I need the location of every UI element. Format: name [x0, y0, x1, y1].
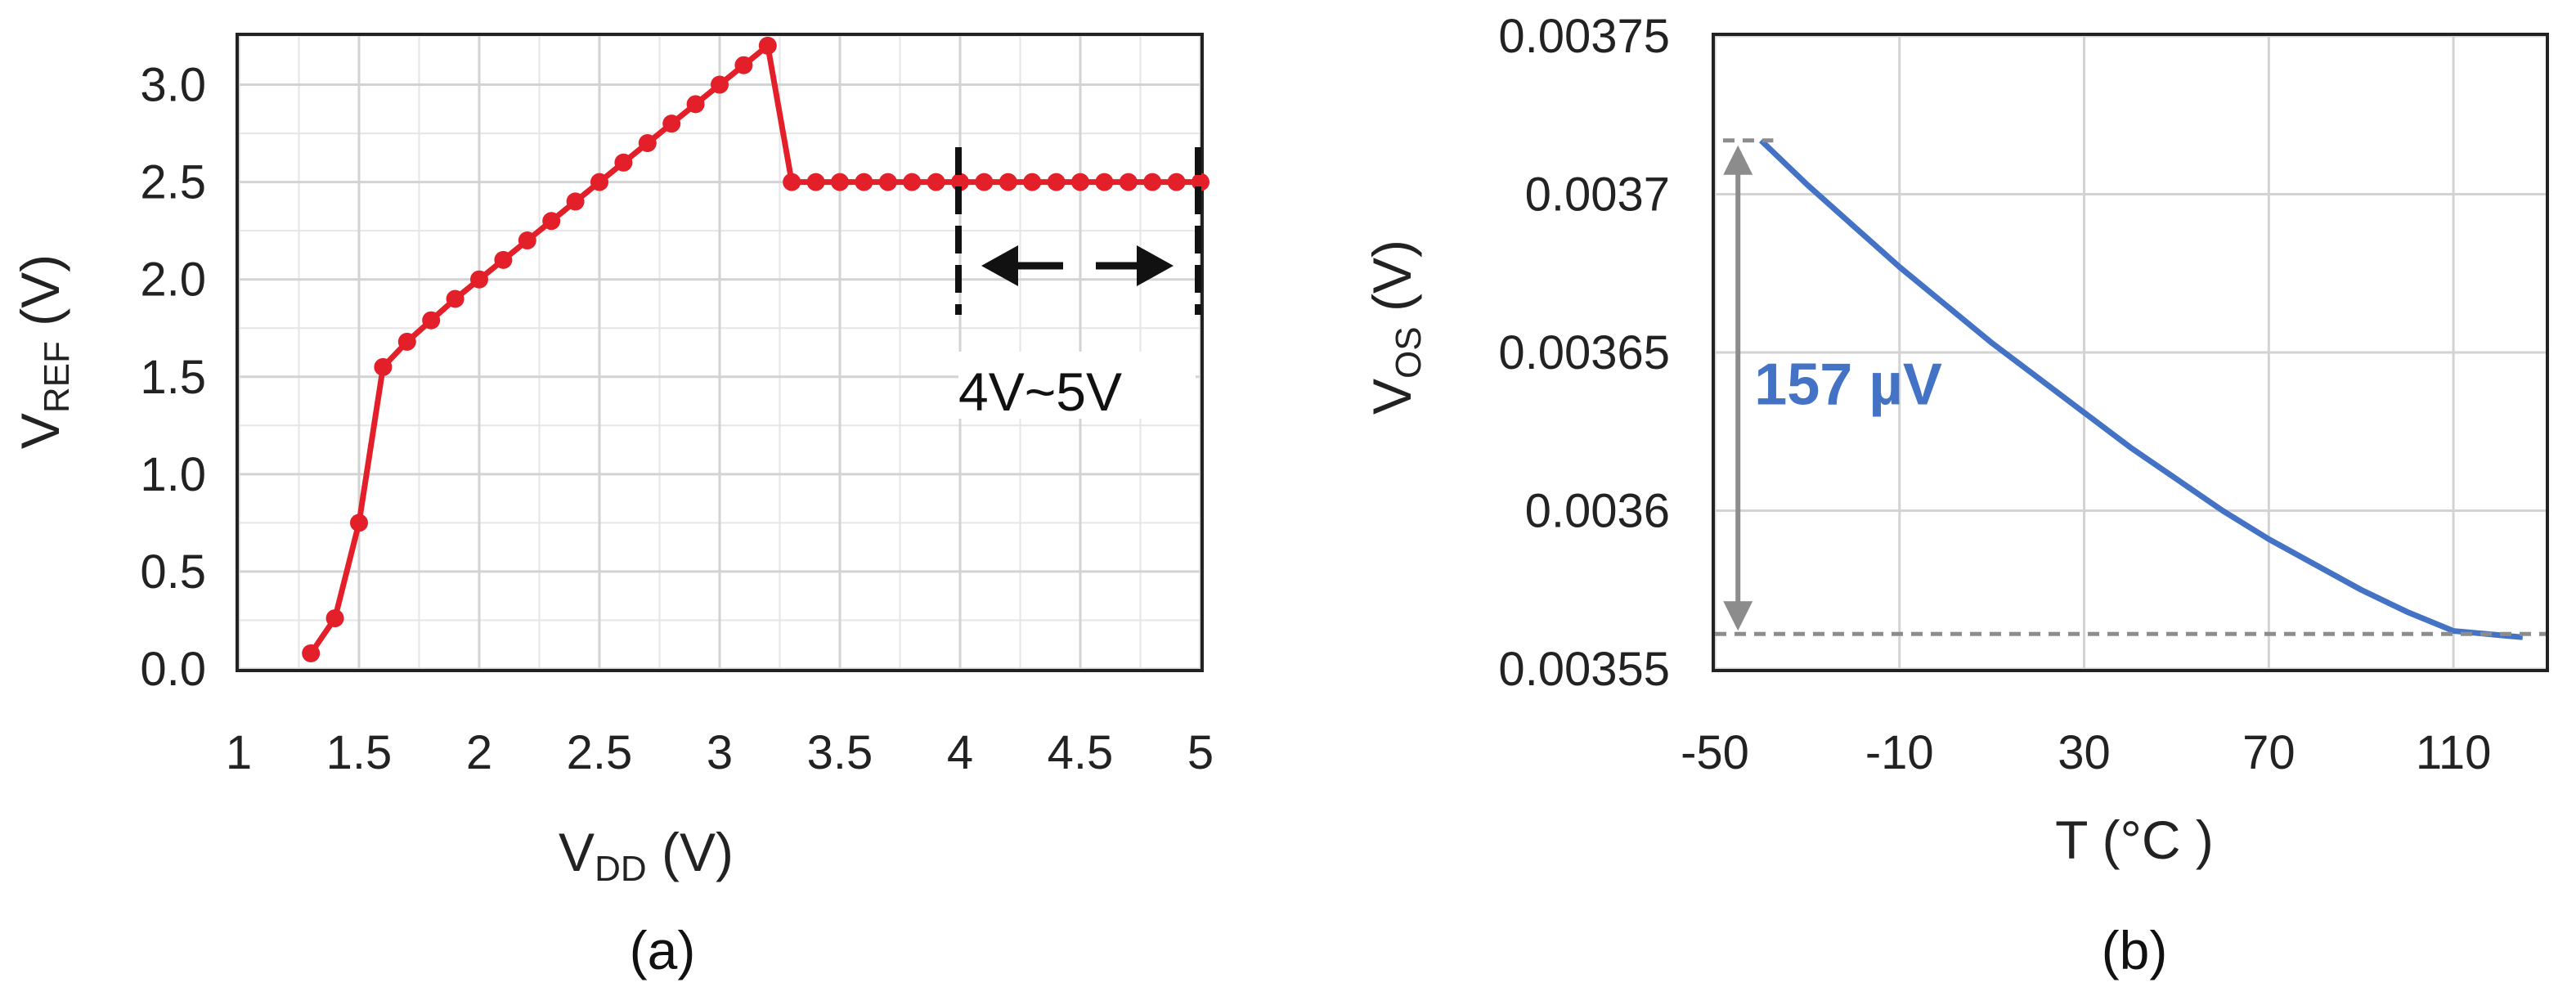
x-axis-label-b: T (°C )	[2055, 810, 2214, 870]
data-point	[999, 173, 1017, 191]
data-point	[1071, 173, 1089, 191]
data-point	[758, 36, 777, 55]
data-point	[518, 231, 536, 250]
y-axis-label-b: VOS (V)	[1362, 240, 1429, 415]
y-ticks-a: 0.0 0.5 1.0 1.5 2.0 2.5 3.0	[140, 59, 206, 696]
arrow-right-icon	[1137, 245, 1174, 286]
data-point	[734, 56, 753, 74]
arrow-up-icon	[1723, 145, 1753, 175]
annotation-b: 157 µV	[1715, 138, 2546, 636]
data-point	[975, 173, 994, 191]
x-tick-label: 110	[2416, 726, 2491, 779]
y-tick-label: 1.5	[140, 351, 206, 404]
x-axis-label-a: VDD (V)	[559, 822, 734, 889]
data-point	[1167, 173, 1186, 191]
y-tick-label: 0.0036	[1525, 485, 1670, 538]
data-point	[470, 270, 488, 289]
x-tick-label: 30	[2058, 726, 2111, 779]
y-axis-label-a: VREF (V)	[10, 254, 77, 449]
y-tick-label: 0.00355	[1498, 643, 1670, 696]
data-point	[446, 289, 464, 308]
y-tick-label: 0.0	[140, 643, 206, 696]
arrow-left-icon	[981, 245, 1018, 286]
x-tick-label: 70	[2242, 726, 2296, 779]
caption-a: (a)	[630, 920, 696, 980]
y-tick-label: 0.0037	[1525, 168, 1670, 222]
x-tick-label: 3	[707, 726, 733, 779]
data-point	[325, 609, 344, 628]
data-point	[831, 173, 849, 191]
range-label-bg	[958, 352, 1196, 419]
data-point	[422, 311, 441, 330]
data-point	[686, 95, 705, 114]
data-point	[711, 75, 729, 94]
x-tick-label: -50	[1681, 726, 1749, 779]
x-ticks-a: 1 1.5 2 2.5 3 3.5 4 4.5 5	[226, 726, 1214, 779]
y-ticks-b: 0.00355 0.0036 0.00365 0.0037 0.00375	[1498, 10, 1670, 696]
chart-panel-b: 0.00355 0.0036 0.00365 0.0037 0.00375 -50 -10…	[1362, 10, 2549, 980]
y-tick-label: 0.00365	[1498, 326, 1670, 379]
x-tick-label: 4	[947, 726, 973, 779]
x-tick-label: 4.5	[1048, 726, 1114, 779]
y-tick-label: 2.0	[140, 253, 206, 307]
data-point	[494, 250, 513, 269]
x-tick-label: 2	[466, 726, 492, 779]
delta-label: 157 µV	[1754, 352, 1942, 418]
y-tick-label: 1.0	[140, 448, 206, 501]
y-tick-label: 0.00375	[1498, 10, 1670, 63]
data-point	[927, 173, 945, 191]
x-tick-label: 1.5	[326, 726, 393, 779]
x-tick-label: 5	[1187, 726, 1214, 779]
chart-panel-a: 0.00.51.01.52.02.53.0 1 1.5 2 2.5 3 3.5 4 4.5 5 …	[10, 33, 1214, 980]
arrow-down-icon	[1723, 601, 1753, 631]
data-point	[590, 173, 608, 191]
annotation-a: 4V~5V	[955, 147, 1201, 422]
x-tick-label: 3.5	[807, 726, 873, 779]
caption-b: (b)	[2102, 920, 2168, 980]
y-tick-label: 3.0	[140, 59, 206, 112]
data-point	[397, 332, 416, 351]
data-point	[350, 514, 368, 532]
series-a	[302, 36, 1209, 662]
data-point	[903, 173, 922, 191]
data-point	[1047, 173, 1066, 191]
data-point	[1023, 173, 1042, 191]
data-point	[566, 192, 585, 211]
data-point	[638, 133, 657, 152]
data-point	[614, 153, 633, 172]
x-ticks-b: -50 -10 30 70 110	[1681, 726, 2491, 779]
series-b	[1759, 138, 2524, 640]
data-point	[302, 644, 321, 662]
data-point	[1095, 173, 1114, 191]
y-tick-label: 0.5	[140, 545, 206, 599]
data-point	[1119, 173, 1138, 191]
y-tick-label: 2.5	[140, 156, 206, 209]
data-point	[374, 357, 393, 376]
data-point	[542, 212, 561, 231]
data-point	[855, 173, 873, 191]
data-point	[878, 173, 897, 191]
series-line	[1759, 138, 2524, 640]
data-point	[1143, 173, 1162, 191]
x-tick-label: -10	[1865, 726, 1934, 779]
data-point	[783, 173, 801, 191]
plot-frame-b	[1712, 33, 2549, 672]
data-point	[662, 114, 681, 133]
plot-frame-a	[236, 33, 1204, 672]
x-tick-label: 2.5	[567, 726, 633, 779]
data-point	[806, 173, 825, 191]
series-line	[308, 43, 1200, 655]
x-tick-label: 1	[226, 726, 252, 779]
range-label: 4V~5V	[958, 361, 1122, 422]
